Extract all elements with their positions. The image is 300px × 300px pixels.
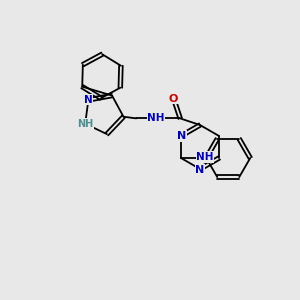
Text: N: N	[195, 165, 205, 175]
Text: O: O	[169, 94, 178, 103]
Text: N: N	[177, 131, 187, 141]
Text: N: N	[84, 95, 93, 105]
Text: NH: NH	[77, 119, 93, 129]
Text: NH: NH	[148, 113, 165, 123]
Text: NH: NH	[196, 152, 214, 162]
